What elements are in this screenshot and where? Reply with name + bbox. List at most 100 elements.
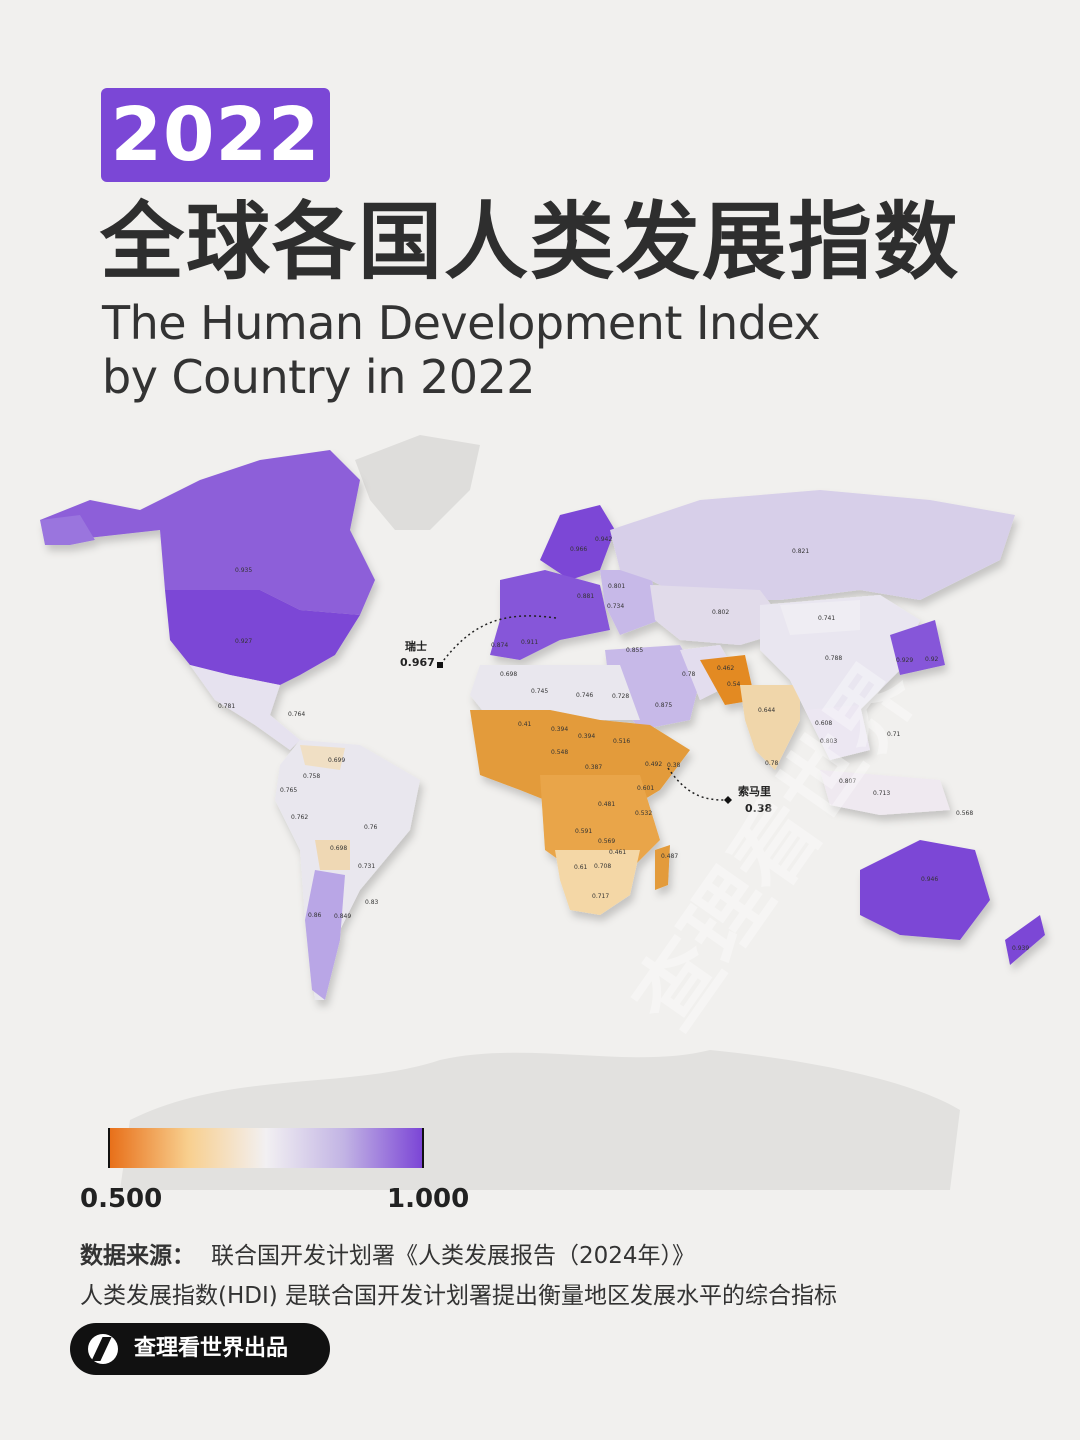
value-label-australia: 0.946 (921, 876, 938, 883)
value-label-new-zealand: 0.939 (1012, 945, 1029, 952)
new-zealand-region (1005, 915, 1045, 965)
value-label-brazil: 0.76 (364, 824, 378, 831)
value-label-somalia: 0.38 (667, 762, 681, 769)
eastern-europe-region (600, 570, 660, 635)
southeast-asia-region (805, 705, 870, 760)
value-label-angola: 0.591 (575, 828, 592, 835)
madagascar-region (655, 845, 670, 890)
value-label-sudan: 0.516 (613, 738, 630, 745)
value-label-uruguay: 0.83 (365, 899, 379, 906)
mexico-region (190, 665, 300, 750)
value-label-chile: 0.86 (308, 912, 322, 919)
value-label-egypt: 0.728 (612, 693, 629, 700)
legend-max-label: 1.000 (387, 1184, 470, 1214)
western-europe-region (490, 570, 610, 660)
switzerland-callout-marker (437, 662, 443, 668)
value-label-turkey: 0.855 (626, 647, 643, 654)
data-source-text: 联合国开发计划署《人类发展报告（2024年）》 (211, 1243, 696, 1269)
value-label-dr-congo: 0.481 (598, 801, 615, 808)
value-label-libya: 0.746 (576, 692, 593, 699)
value-label-colombia: 0.758 (303, 773, 320, 780)
greenland-region (355, 435, 480, 530)
value-label-algeria: 0.745 (531, 688, 548, 695)
value-label-madagascar: 0.487 (661, 853, 678, 860)
value-label-bolivia: 0.698 (330, 845, 347, 852)
value-label-philippines: 0.71 (887, 731, 901, 738)
value-label-iran: 0.78 (682, 671, 696, 678)
somalia-callout-marker (724, 796, 732, 804)
value-label-namibia: 0.61 (574, 864, 588, 871)
value-label-portugal: 0.874 (491, 642, 508, 649)
value-label-japan: 0.92 (925, 656, 939, 663)
somalia-callout-value: 0.38 (745, 802, 772, 815)
value-label-venezuela: 0.699 (328, 757, 345, 764)
bolivia-region (315, 840, 350, 870)
title-english-line1: The Human Development Index (102, 296, 821, 350)
value-label-norway: 0.966 (570, 546, 587, 553)
hdi-description: 人类发展指数(HDI) 是联合国开发计划署提出衡量地区发展水平的综合指标 (80, 1283, 838, 1309)
value-label-mongolia: 0.741 (818, 615, 835, 622)
value-label-myanmar: 0.608 (815, 720, 832, 727)
value-label-ukraine: 0.734 (607, 603, 624, 610)
value-label-saudi-arabia: 0.875 (655, 702, 672, 709)
japan-korea-region (890, 620, 945, 675)
value-label-peru: 0.762 (291, 814, 308, 821)
value-label-south-africa: 0.717 (592, 893, 609, 900)
value-label-poland: 0.881 (577, 593, 594, 600)
switzerland-callout-name: 瑞士 (405, 639, 427, 653)
value-label-spain: 0.911 (521, 639, 538, 646)
value-label-south-korea: 0.929 (896, 657, 913, 664)
year-badge: 2022 (101, 88, 330, 182)
value-label-kenya: 0.601 (637, 785, 654, 792)
value-label-united-states: 0.927 (235, 638, 252, 645)
value-label-cuba: 0.764 (288, 711, 305, 718)
data-source: 数据来源： 联合国开发计划署《人类发展报告（2024年）》 (80, 1236, 695, 1270)
value-label-morocco: 0.698 (500, 671, 517, 678)
value-label-mexico: 0.781 (218, 703, 235, 710)
value-label-afghanistan: 0.462 (717, 665, 734, 672)
switzerland-callout-value: 0.967 (400, 656, 435, 669)
scandinavia-region (540, 505, 615, 580)
value-label-central-african-republic: 0.387 (585, 764, 602, 771)
brand-pill: 查理看世界出品 (70, 1323, 330, 1375)
country-value-labels: 0.935 0.927 0.781 0.764 0.758 0.699 0.765 0.762… (218, 536, 1029, 952)
title-chinese: 全球各国人类发展指数 (100, 193, 961, 291)
argentina-region (305, 870, 345, 1000)
value-label-ethiopia: 0.492 (645, 761, 662, 768)
data-source-label: 数据来源： (80, 1243, 195, 1269)
value-label-botswana: 0.708 (594, 863, 611, 870)
value-label-tanzania: 0.532 (635, 810, 652, 817)
value-label-india: 0.644 (758, 707, 775, 714)
value-label-kazakhstan: 0.802 (712, 609, 729, 616)
value-label-sri-lanka: 0.78 (765, 760, 779, 767)
value-label-canada: 0.935 (235, 567, 252, 574)
venezuela-region (300, 745, 345, 770)
north-africa-region (470, 665, 640, 720)
value-label-argentina: 0.849 (334, 913, 351, 920)
value-label-mali: 0.41 (518, 721, 532, 728)
title-english-line2: by Country in 2022 (102, 350, 536, 404)
india-region (740, 685, 800, 770)
australia-region (860, 840, 990, 940)
value-label-chad: 0.394 (578, 733, 595, 740)
russia-region (610, 490, 1015, 600)
value-label-china: 0.788 (825, 655, 842, 662)
usa-region (165, 590, 360, 685)
value-label-ecuador: 0.765 (280, 787, 297, 794)
somalia-callout-line (667, 767, 729, 801)
alaska-region (40, 515, 95, 545)
legend-gradient-bar (108, 1128, 424, 1168)
value-label-finland: 0.942 (595, 536, 612, 543)
mongolia-region (780, 600, 860, 635)
value-label-niger: 0.394 (551, 726, 568, 733)
somalia-callout-name: 索马里 (738, 784, 771, 798)
central-asia-region (650, 585, 790, 645)
title-english: The Human Development Index by Country i… (102, 296, 821, 404)
legend-min-label: 0.500 (80, 1184, 163, 1214)
value-label-indonesia: 0.713 (873, 790, 890, 797)
value-label-zambia: 0.569 (598, 838, 615, 845)
value-label-malaysia: 0.807 (839, 778, 856, 785)
value-label-mozambique: 0.461 (609, 849, 626, 856)
southern-africa-region (555, 850, 640, 915)
value-label-paraguay: 0.731 (358, 863, 375, 870)
